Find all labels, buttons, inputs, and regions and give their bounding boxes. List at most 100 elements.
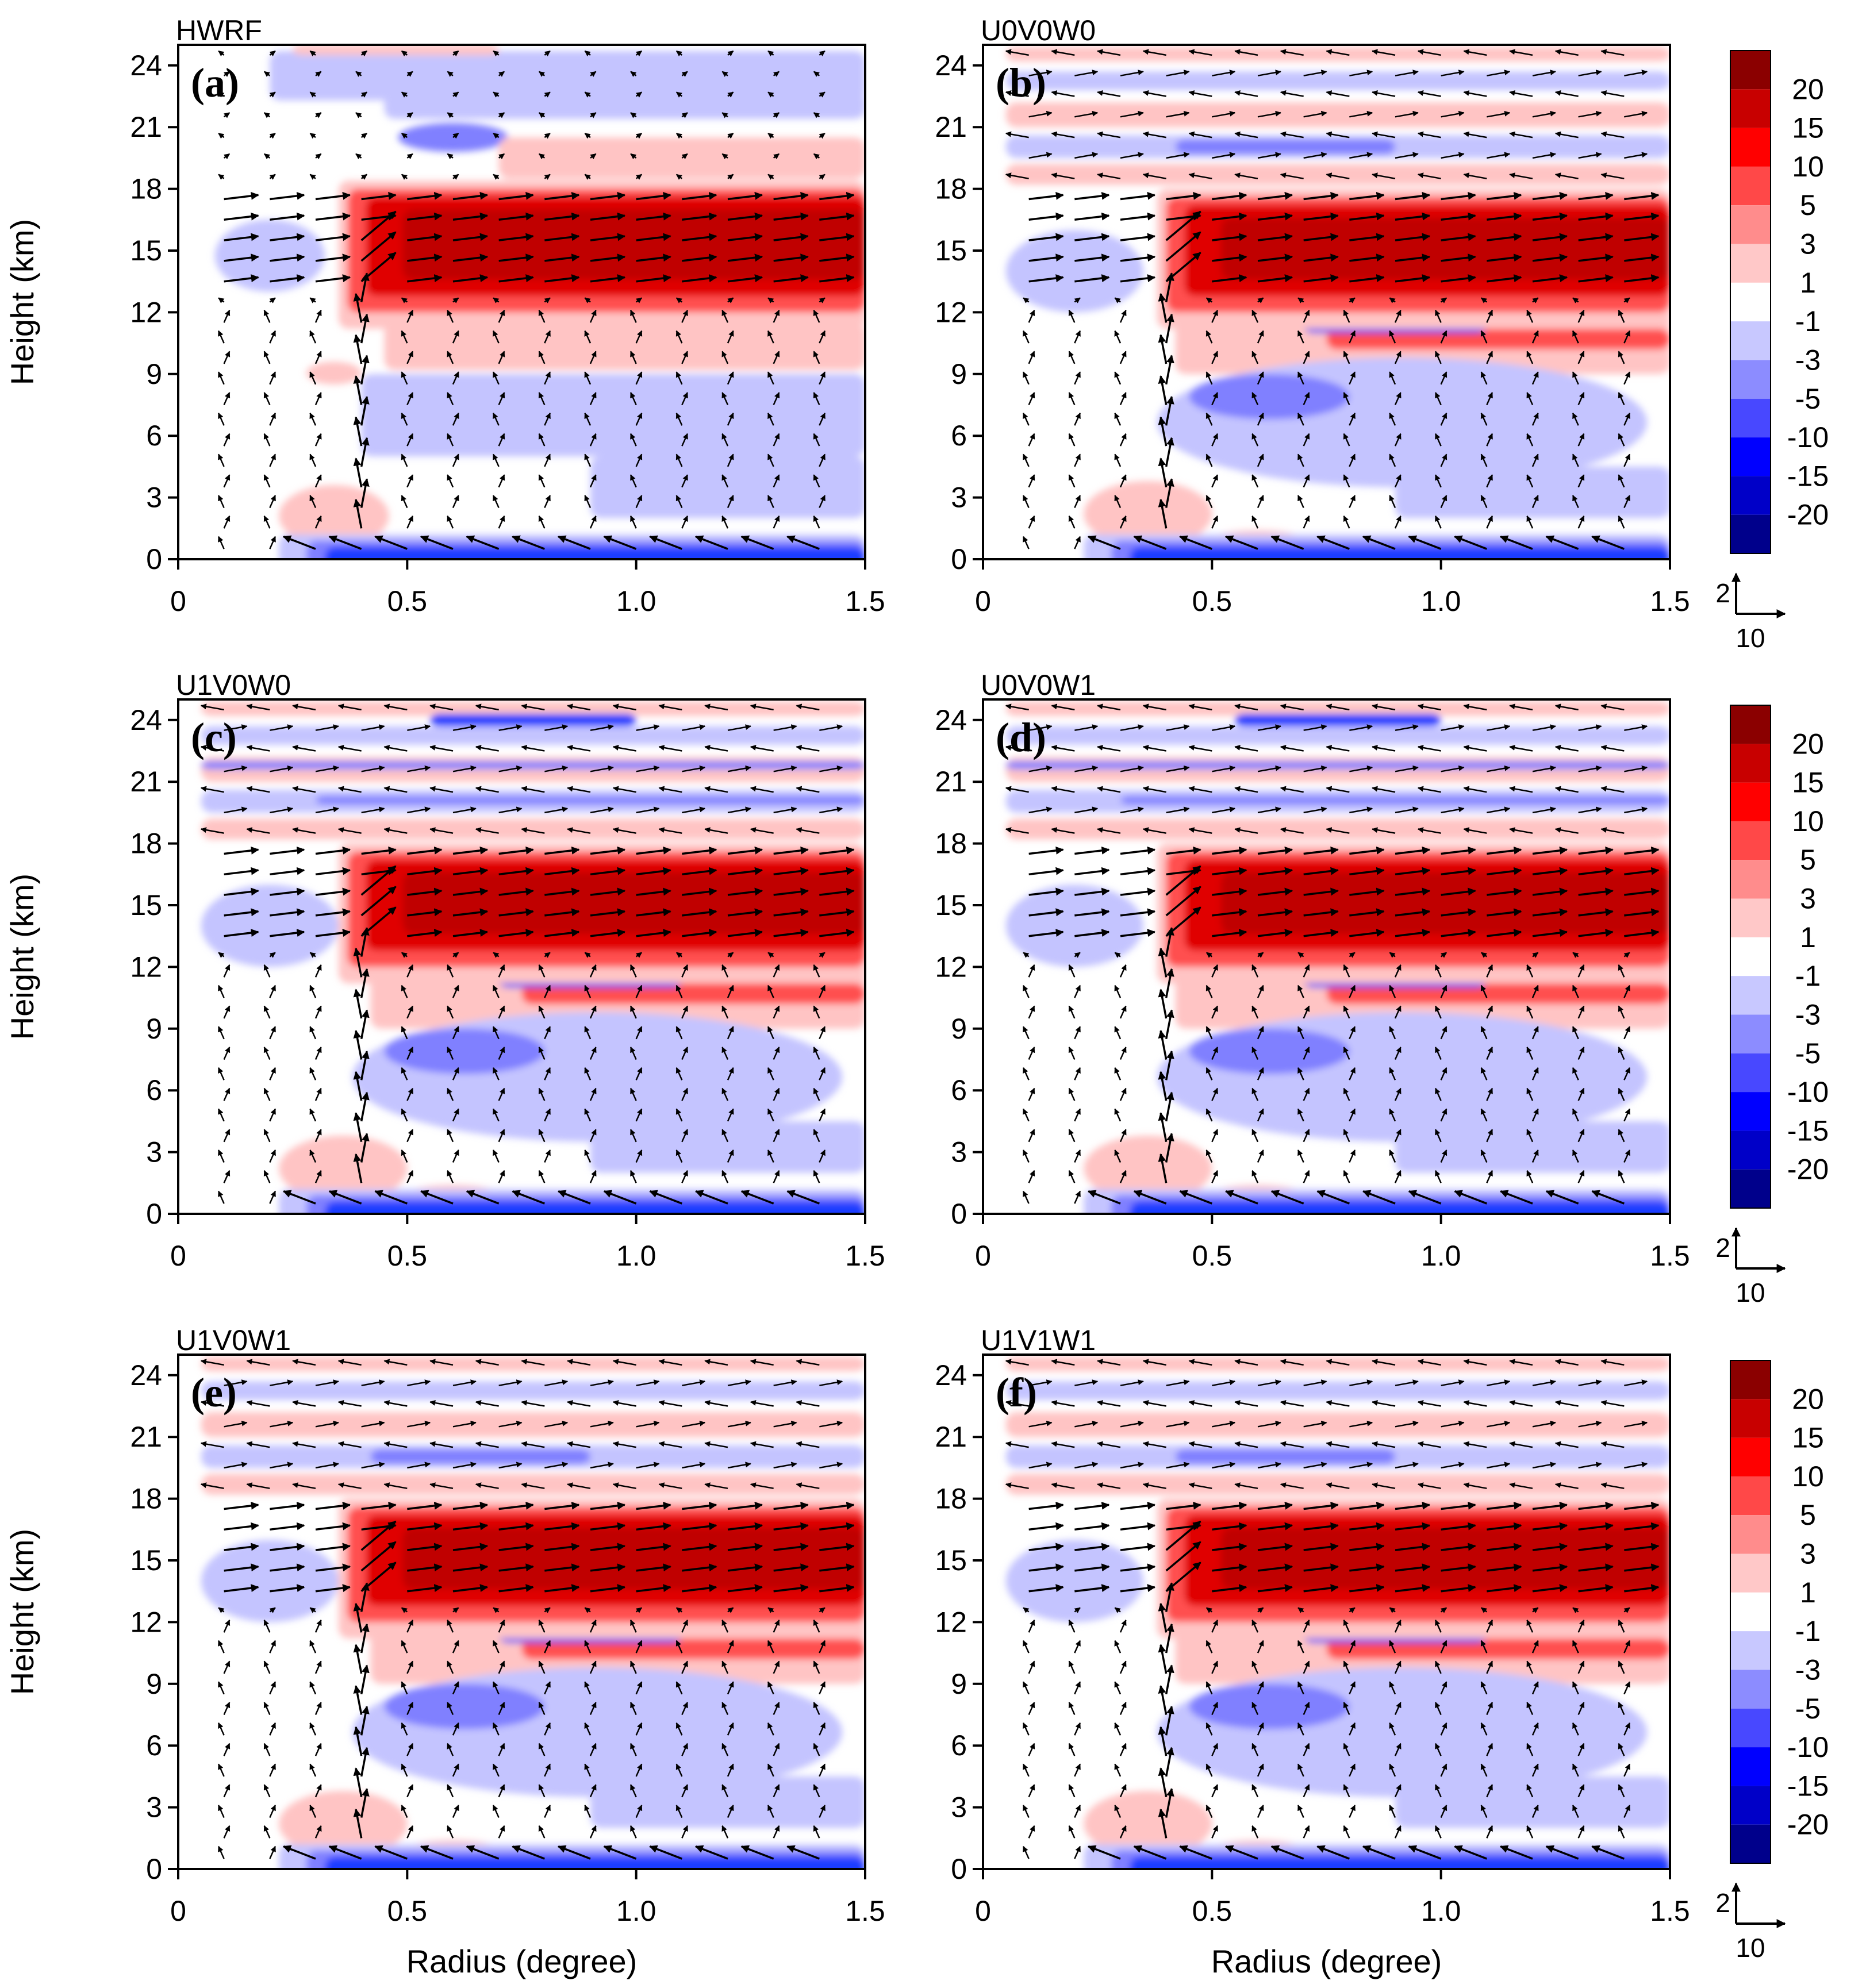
wind-vector [1133, 535, 1167, 550]
x-tick-label: 1.5 [1650, 585, 1690, 617]
wind-vector [269, 50, 276, 57]
wind-vector [263, 309, 271, 323]
wind-vector [1440, 297, 1448, 303]
colorbar-label: 10 [1792, 805, 1824, 837]
y-tick-label: 18 [935, 173, 967, 205]
wind-vector [1280, 90, 1304, 97]
wind-vector [629, 351, 637, 364]
wind-vector [1349, 274, 1385, 283]
wind-vector [675, 297, 683, 303]
wind-vector [635, 495, 643, 509]
wind-vector [590, 112, 597, 118]
wind-vector [309, 453, 317, 467]
wind-vector [538, 433, 546, 447]
wind-vector [1257, 371, 1264, 385]
wind-vector [635, 371, 643, 385]
wind-vector [224, 191, 259, 201]
wind-vector [269, 495, 277, 509]
positive-core [402, 1527, 865, 1590]
colorbar-label: -20 [1787, 499, 1829, 531]
wind-vector [1303, 433, 1310, 447]
wind-vector [727, 412, 734, 426]
wind-vector [309, 50, 316, 57]
wind-vector [727, 91, 734, 98]
wind-vector [270, 274, 305, 283]
wind-vector [819, 412, 826, 426]
wind-vector [767, 330, 774, 344]
wind-vector [819, 371, 826, 385]
x-tick-label: 1.5 [845, 1895, 885, 1927]
wind-vector [773, 309, 780, 323]
wind-vector [447, 309, 454, 323]
wind-vector [721, 392, 729, 406]
wind-vector [1234, 90, 1258, 97]
wind-vector [1389, 330, 1396, 344]
wind-vector [263, 392, 271, 406]
positive-core [1221, 217, 1670, 280]
positive-region [1005, 1474, 1670, 1495]
wind-vector [727, 212, 763, 221]
wind-vector [1165, 231, 1201, 262]
wind-vector [1251, 474, 1259, 488]
wind-vector [1234, 49, 1258, 56]
wind-vector [1343, 515, 1350, 529]
wind-vector [1303, 152, 1327, 159]
wind-vector [727, 297, 734, 303]
wind-vector [498, 309, 505, 323]
wind-vector [263, 112, 271, 118]
wind-vector [584, 297, 591, 303]
panel-label: (c) [191, 714, 237, 760]
wind-vector [1051, 90, 1075, 97]
y-tick-label: 0 [951, 543, 967, 575]
y-tick-label: 18 [130, 828, 162, 860]
wind-vector [1120, 191, 1156, 201]
wind-vector [1165, 437, 1174, 467]
wind-vector [636, 253, 671, 262]
wind-vector [721, 71, 728, 77]
wind-vector [544, 233, 580, 241]
y-tick-label: 24 [130, 704, 162, 736]
wind-vector [1257, 453, 1264, 467]
wind-vector [1051, 131, 1075, 139]
wind-vector [1158, 416, 1168, 447]
colorbar-label: 1 [1800, 1576, 1816, 1609]
wind-vector [819, 297, 826, 303]
wind-vector [447, 71, 454, 77]
wind-vector [1372, 90, 1396, 97]
wind-vector [1303, 212, 1339, 221]
x-tick-label: 1.0 [616, 585, 656, 617]
wind-vector [544, 174, 551, 180]
negative-core [384, 1028, 545, 1074]
y-tick-label: 9 [951, 1013, 967, 1045]
colorbar: 20 15 10 5 3 1 -1 -3 -5 -10 -15 -20 [1730, 1360, 1829, 1864]
positive-region [279, 485, 389, 547]
wind-vector [493, 132, 500, 139]
wind-vector [353, 375, 363, 405]
y-tick-label: 24 [935, 704, 967, 736]
wind-vector [681, 309, 689, 323]
wind-vector [740, 535, 774, 550]
wind-vector [1179, 535, 1212, 550]
wind-vector [1211, 309, 1219, 323]
wind-vector [544, 212, 580, 221]
wind-vector [767, 91, 774, 98]
panel-title: U0V0W0 [981, 14, 1096, 47]
wind-vector [544, 91, 551, 98]
wind-vector [315, 253, 351, 262]
wind-vector [374, 535, 408, 550]
panel-f: 0 3 6 9 12 15 18 21 24 0 0.5 1.0 1.5 U1V1W1 (f) [935, 1324, 1690, 1927]
wind-vector [355, 112, 362, 118]
wind-vector [1074, 371, 1081, 385]
y-axis-label: Height (km) [4, 874, 40, 1040]
wind-vector [681, 474, 689, 488]
wind-vector [681, 392, 689, 406]
y-tick-label: 15 [935, 889, 967, 921]
wind-vector [218, 297, 225, 303]
wind-vector [1212, 110, 1236, 118]
negative-core [1175, 1449, 1395, 1464]
negative-core [1189, 1028, 1350, 1074]
wind-vector [1074, 495, 1081, 509]
positive-region [1005, 1412, 1670, 1437]
wind-vector [1051, 49, 1075, 56]
negative-region [590, 1776, 865, 1828]
